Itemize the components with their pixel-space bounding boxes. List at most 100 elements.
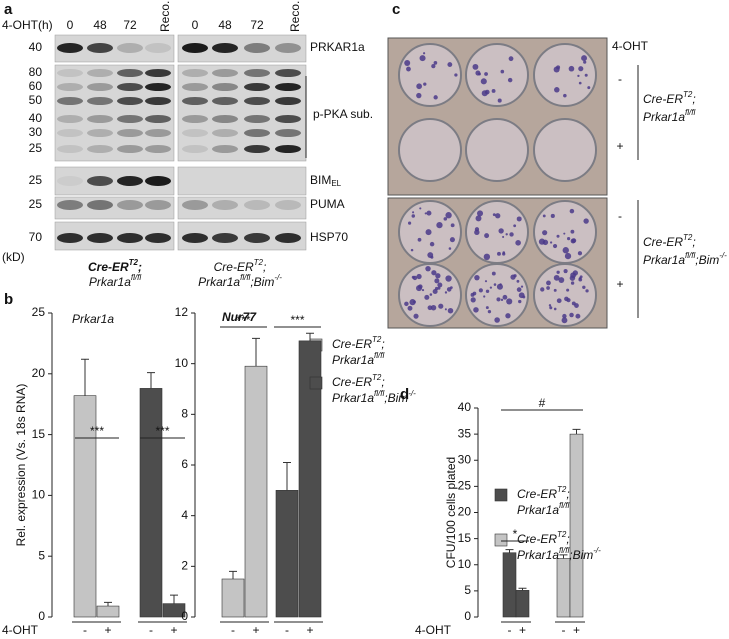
- colony: [518, 299, 522, 304]
- colony: [484, 280, 488, 283]
- x-tick-label: +: [519, 623, 526, 637]
- colony: [550, 213, 555, 219]
- text-segment: ;: [692, 92, 695, 106]
- colony: [433, 61, 438, 65]
- y-tick-label: 10: [175, 356, 189, 370]
- blot-band: [212, 43, 238, 53]
- colony: [435, 273, 441, 279]
- text-segment: ;Bim: [695, 253, 719, 267]
- blot-band: [244, 233, 270, 243]
- text-segment: ;: [692, 235, 695, 249]
- colony: [424, 212, 427, 215]
- colony: [554, 87, 560, 93]
- genotype-label: Prkar1afl/fl;Bim-/-: [198, 273, 282, 289]
- y-tick-label: 10: [458, 557, 472, 571]
- mw-marker: 60: [29, 79, 43, 93]
- y-tick-label: 0: [181, 609, 188, 623]
- colony: [438, 303, 444, 309]
- colony: [413, 313, 419, 319]
- error-bar: [252, 337, 260, 367]
- colony: [429, 293, 433, 296]
- colony: [412, 211, 415, 214]
- bar: [556, 558, 571, 618]
- row-label: PUMA: [310, 197, 345, 211]
- y-tick-label: 15: [458, 531, 472, 545]
- colony: [578, 66, 584, 72]
- blot-band: [57, 233, 83, 243]
- colony: [563, 269, 568, 274]
- colony: [516, 216, 522, 222]
- colony: [495, 213, 501, 219]
- blot-band: [117, 43, 143, 53]
- colony: [444, 308, 447, 311]
- mw-marker: 40: [29, 40, 43, 54]
- blot-strip: [54, 196, 175, 220]
- blot-band: [212, 200, 238, 210]
- error-bar: [559, 554, 568, 559]
- sign-label: -: [618, 209, 622, 223]
- text-segment: fl/fl: [374, 389, 384, 398]
- blot-band: [117, 83, 143, 91]
- y-axis-label: Rel. expression (Vs. 18s RNA): [14, 384, 28, 547]
- significance-label: *: [513, 527, 518, 541]
- genotype-label: Cre-ERT2;: [643, 233, 696, 249]
- colony: [564, 252, 572, 260]
- bar: [244, 365, 268, 618]
- blot-band: [212, 145, 238, 153]
- blot-band: [275, 69, 301, 77]
- genotype-label: Cre-ERT2;: [214, 258, 267, 274]
- text-segment: T2: [683, 233, 693, 242]
- x-tick-label: -: [231, 623, 235, 637]
- y-tick-label: 0: [38, 609, 45, 623]
- blot-band: [145, 69, 171, 77]
- blot-band: [182, 43, 208, 53]
- colony: [500, 69, 505, 74]
- text-segment: Cre-ER: [643, 92, 683, 106]
- colony: [478, 288, 483, 293]
- text-segment: ;Bim: [384, 391, 408, 405]
- text-segment: ;: [566, 487, 569, 501]
- mw-marker: 50: [29, 93, 43, 107]
- colony: [445, 212, 452, 219]
- colony: [556, 270, 560, 274]
- text-segment: ;: [138, 260, 142, 274]
- colony: [563, 93, 567, 98]
- colony: [418, 284, 423, 289]
- blot-band: [244, 69, 270, 77]
- significance-label: ***: [155, 424, 169, 438]
- blot-band: [275, 43, 301, 53]
- colony: [562, 313, 567, 319]
- colony: [474, 227, 480, 232]
- unit-label: (kD): [2, 250, 25, 264]
- colony: [556, 234, 560, 238]
- blot-band: [244, 43, 270, 53]
- lane-label: 0: [192, 18, 199, 32]
- blot-strip: [177, 196, 307, 220]
- blot-band: [117, 69, 143, 77]
- chart-title: Prkar1a: [72, 312, 114, 326]
- legend-label: Cre-ERT2;: [332, 335, 385, 351]
- text-segment: -/-: [593, 546, 601, 555]
- blot-strip: [177, 166, 307, 196]
- blot-band: [182, 83, 208, 91]
- lane-label: 72: [250, 18, 264, 32]
- colony: [587, 86, 591, 90]
- text-segment: fl/fl: [685, 251, 695, 260]
- colony: [584, 73, 588, 77]
- colony: [434, 278, 440, 284]
- x-tick-label: +: [104, 623, 111, 637]
- colony: [437, 286, 441, 290]
- x-axis-label: 4-OHT: [2, 623, 39, 637]
- colony: [424, 294, 430, 300]
- colony: [566, 298, 571, 303]
- error-bar: [283, 461, 291, 491]
- colony: [448, 247, 452, 250]
- colony: [571, 238, 577, 243]
- colony: [553, 307, 557, 311]
- blot-band: [145, 176, 171, 186]
- text-segment: -/-: [408, 389, 416, 398]
- blot-band: [145, 233, 171, 243]
- blot-band: [87, 176, 113, 186]
- legend-label: Prkar1afl/fl;Bim-/-: [517, 546, 601, 562]
- y-tick-label: 40: [458, 400, 472, 414]
